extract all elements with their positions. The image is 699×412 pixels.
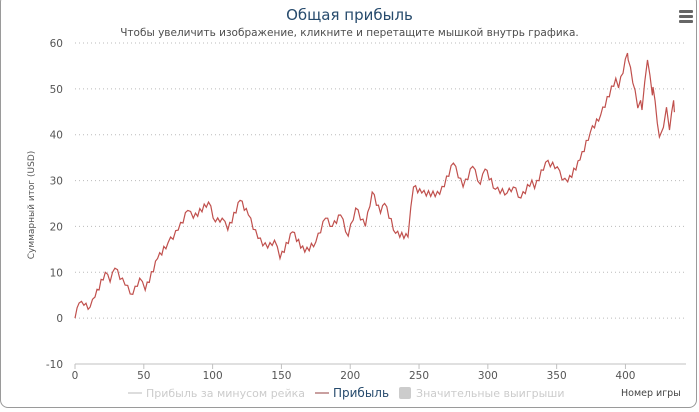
y-tick-label: 40 bbox=[50, 130, 63, 142]
y-tick-label: -10 bbox=[46, 359, 63, 371]
hamburger-icon[interactable] bbox=[679, 10, 693, 25]
y-tick-label: 60 bbox=[50, 38, 63, 50]
chart-title: Общая прибыль bbox=[286, 6, 413, 24]
y-tick-label: 20 bbox=[50, 221, 63, 233]
x-tick-label: 250 bbox=[409, 370, 429, 382]
x-tick-label: 0 bbox=[72, 370, 79, 382]
x-tick-label: 50 bbox=[137, 370, 150, 382]
x-tick-label: 150 bbox=[271, 370, 291, 382]
legend-label: Прибыль за минусом рейка bbox=[146, 386, 305, 400]
series-line-profit bbox=[74, 52, 675, 319]
x-axis-title: Номер игры bbox=[621, 388, 681, 399]
legend-line-icon bbox=[314, 392, 329, 394]
legend-line-icon bbox=[128, 392, 142, 394]
x-tick-label: 200 bbox=[340, 370, 360, 382]
legend: Прибыль за минусом рейка Прибыль Значите… bbox=[128, 386, 575, 400]
legend-label: Значительные выигрыши bbox=[416, 386, 565, 400]
x-tick-label: 300 bbox=[478, 370, 498, 382]
x-tick-label: 400 bbox=[615, 370, 635, 382]
y-tick-label: 50 bbox=[50, 84, 63, 96]
chart-subtitle: Чтобы увеличить изображение, кликните и … bbox=[120, 27, 579, 39]
y-axis-title: Суммарный итог (USD) bbox=[27, 150, 37, 260]
legend-item-profit[interactable]: Прибыль bbox=[314, 386, 390, 400]
y-tick-label: 30 bbox=[50, 176, 63, 188]
legend-box-icon bbox=[399, 387, 412, 399]
legend-item-big-wins[interactable]: Значительные выигрыши bbox=[399, 386, 565, 400]
x-tick-label: 100 bbox=[203, 370, 223, 382]
legend-label: Прибыль bbox=[332, 386, 390, 400]
y-tick-label: 0 bbox=[56, 313, 63, 325]
y-tick-label: 10 bbox=[50, 267, 63, 279]
x-tick-label: 350 bbox=[547, 370, 567, 382]
legend-item-net-profit[interactable]: Прибыль за минусом рейка bbox=[128, 387, 305, 400]
